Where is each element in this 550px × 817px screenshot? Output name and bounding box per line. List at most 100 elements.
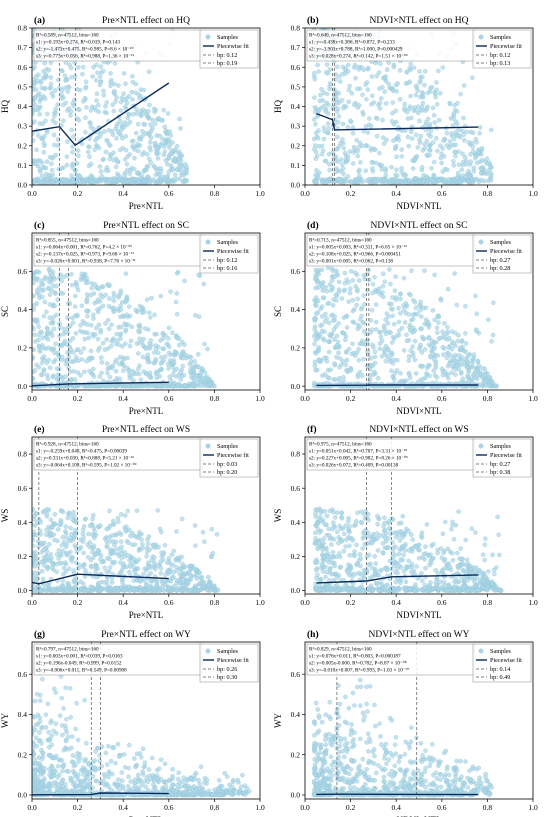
sample-point (357, 369, 363, 375)
sample-point (470, 364, 475, 369)
sample-point (75, 312, 80, 318)
sample-point (85, 554, 91, 560)
sample-point (380, 271, 386, 277)
sample-point (334, 271, 339, 276)
sample-point (336, 114, 342, 119)
sample-point (84, 105, 89, 110)
sample-point (436, 178, 442, 183)
sample-point (448, 116, 454, 121)
sample-point (424, 522, 430, 527)
sample-point (64, 154, 70, 159)
sample-point (158, 169, 164, 174)
sample-point (390, 361, 396, 366)
sample-point (41, 354, 47, 359)
sample-point (368, 330, 373, 335)
sample-point (40, 576, 46, 582)
sample-point (107, 296, 112, 301)
y-tick-label: 0.2 (291, 141, 301, 150)
sample-point (70, 335, 76, 341)
sample-point (149, 558, 154, 563)
sample-point (451, 537, 457, 542)
sample-point (59, 374, 64, 379)
sample-point (153, 578, 159, 583)
sample-point (350, 341, 355, 347)
panel-letter: (f) (307, 424, 317, 435)
sample-point (327, 67, 333, 72)
sample-point (65, 581, 70, 586)
sample-point (397, 97, 403, 102)
sample-point (65, 139, 70, 144)
sample-point (487, 383, 492, 389)
sample-point (346, 99, 351, 105)
legend-label-breakpoint: bp: 0.12 (217, 257, 237, 264)
sample-point (417, 137, 422, 143)
sample-point (136, 340, 142, 346)
sample-point (51, 314, 56, 320)
y-tick-label: 0.5 (291, 82, 301, 91)
sample-point (84, 308, 89, 313)
sample-point (388, 350, 393, 356)
sample-point (405, 80, 411, 86)
sample-point (139, 537, 144, 542)
sample-point (398, 296, 403, 302)
sample-point (71, 368, 77, 374)
sample-point (152, 555, 157, 560)
sample-point (393, 177, 398, 183)
sample-point (98, 79, 103, 85)
sample-point (415, 311, 420, 317)
sample-point (137, 143, 143, 148)
sample-point (340, 137, 345, 142)
sample-point (60, 509, 66, 515)
sample-point (66, 566, 72, 571)
sample-point (79, 141, 85, 146)
sample-point (56, 77, 61, 83)
sample-point (106, 142, 112, 147)
sample-point (32, 588, 38, 593)
sample-point (342, 281, 347, 286)
y-axis-label: WS (0, 509, 10, 523)
sample-point (96, 102, 101, 108)
sample-point (53, 120, 58, 126)
sample-point (105, 370, 110, 376)
sample-point (133, 176, 138, 182)
sample-point (346, 280, 351, 285)
sample-point (130, 369, 136, 374)
sample-point (136, 366, 141, 372)
y-tick-label: 0.4 (18, 305, 28, 314)
x-tick-label: 1.0 (255, 189, 265, 198)
legend-label-fit: Piecewise fit (217, 43, 249, 50)
sample-point (125, 297, 130, 303)
sample-point (340, 330, 345, 335)
sample-point (124, 365, 130, 371)
sample-point (96, 109, 101, 115)
sample-point (105, 583, 110, 588)
sample-point (188, 369, 193, 375)
chart-title: Pre×NTL effect on HQ (102, 15, 190, 26)
x-tick-label: 0.2 (73, 598, 83, 607)
sample-point (339, 97, 345, 103)
sample-point (372, 349, 378, 355)
sample-point (198, 383, 203, 388)
sample-point (150, 117, 156, 123)
sample-point (70, 320, 76, 326)
sample-point (32, 555, 37, 560)
stats-line: s1: y=0.064x+0.001, R²=0.762, P=4.2 × 10… (36, 245, 132, 251)
sample-point (370, 166, 375, 171)
sample-point (148, 338, 154, 343)
sample-point (43, 118, 48, 124)
sample-point (192, 523, 198, 528)
stats-box (306, 234, 476, 267)
sample-point (51, 132, 57, 138)
sample-point (388, 306, 394, 312)
sample-point (160, 587, 165, 592)
sample-point (160, 346, 165, 351)
sample-point (410, 166, 416, 171)
y-tick-label: 0.8 (291, 24, 301, 33)
panel-letter: (b) (307, 15, 319, 26)
sample-point (345, 154, 351, 159)
sample-point (427, 152, 432, 158)
sample-point (319, 322, 325, 328)
sample-point (319, 328, 325, 334)
sample-point (466, 140, 471, 145)
sample-point (152, 560, 157, 565)
